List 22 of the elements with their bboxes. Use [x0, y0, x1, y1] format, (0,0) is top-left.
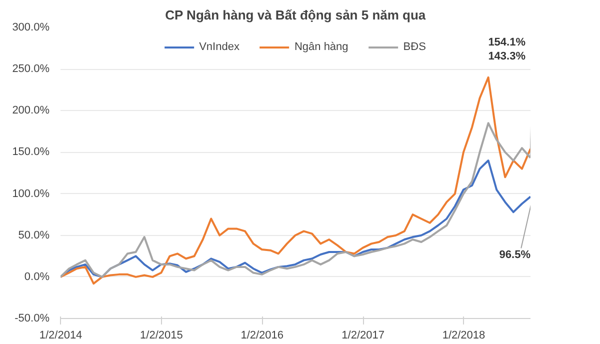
chart-title: CP Ngân hàng và Bất động sản 5 năm qua	[165, 8, 426, 22]
legend-label: VnIndex	[199, 41, 240, 53]
y-tick-label: 100.0%	[12, 188, 50, 200]
annotation: 96.5%	[499, 248, 531, 261]
y-tick-label: -50.0%	[14, 312, 50, 324]
x-tick-label: 1/2/2017	[342, 330, 384, 342]
x-tick-label: 1/2/2014	[39, 330, 82, 342]
legend-label: BĐS	[403, 41, 426, 53]
y-tick-label: 300.0%	[12, 22, 50, 34]
x-tick-label: 1/2/2018	[442, 330, 486, 342]
x-tick-label: 1/2/2015	[140, 330, 183, 342]
x-tick-label: 1/2/2016	[240, 330, 284, 342]
y-tick-label: 250.0%	[12, 63, 50, 76]
line-series	[60, 122, 530, 278]
legend-label: Ngân hàng	[294, 41, 348, 53]
annotation: 143.3%	[488, 50, 526, 62]
annotation: 154.1%	[488, 36, 526, 48]
y-tick-label: 150.0%	[12, 146, 50, 158]
y-tick-label: 0.0%	[24, 270, 50, 283]
y-tick-label: 200.0%	[12, 104, 50, 117]
line-series	[60, 76, 530, 285]
y-tick-label: 50.0%	[18, 229, 50, 242]
